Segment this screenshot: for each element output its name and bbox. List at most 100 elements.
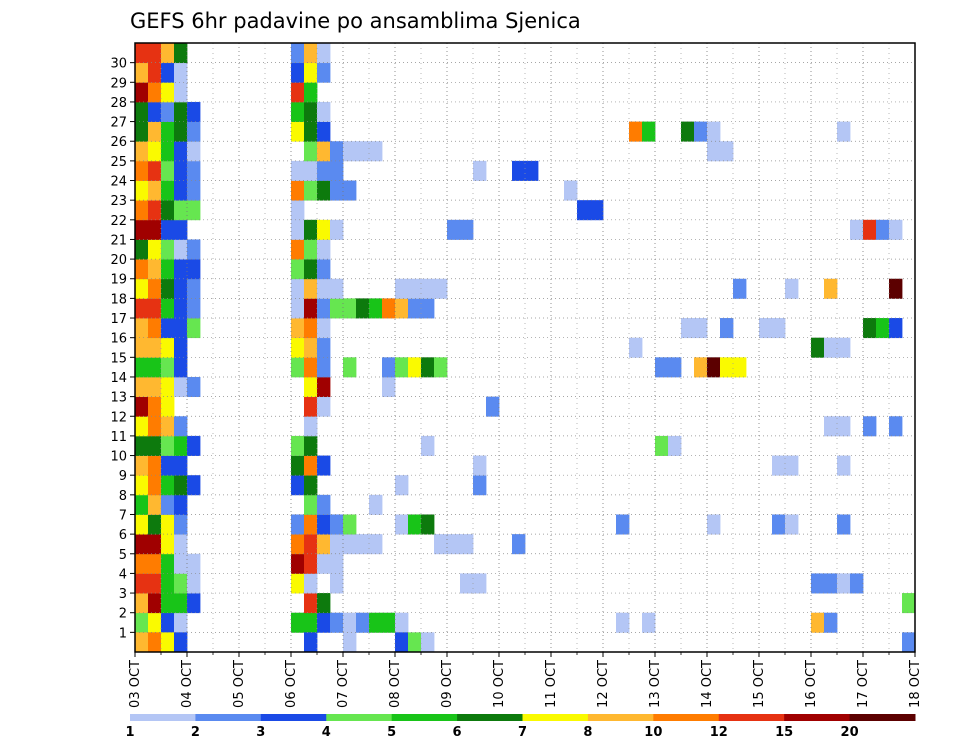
heatmap-cell-m10-t12 [291, 435, 305, 456]
heatmap-cell-m1-t16 [343, 612, 357, 633]
heatmap-cell-m26-t1 [148, 121, 162, 142]
heatmap-cell-m30-t3 [174, 43, 188, 64]
heatmap-cell-m18-t15 [330, 278, 344, 299]
heatmap-cell-m17-t14 [317, 298, 331, 319]
heatmap-cell-m8-t20 [395, 475, 409, 496]
heatmap-cell-m8-t0 [135, 475, 149, 496]
y-tick-label: 14 [110, 371, 127, 386]
heatmap-cell-m25-t16 [343, 141, 357, 162]
heatmap-cell-m24-t3 [174, 160, 188, 181]
heatmap-cell-m21-t2 [161, 219, 175, 240]
heatmap-cell-m22-t0 [135, 200, 149, 221]
heatmap-cell-m18-t14 [317, 278, 331, 299]
heatmap-cell-m18-t0 [135, 278, 149, 299]
heatmap-cell-m16-t4 [187, 318, 201, 339]
heatmap-cell-m21-t3 [174, 219, 188, 240]
colorbar-swatch-2 [195, 714, 262, 721]
heatmap-cell-m28-t3 [174, 82, 188, 103]
heatmap-cell-m4-t12 [291, 553, 305, 574]
heatmap-cell-m5-t29 [512, 534, 526, 555]
heatmap-cell-m19-t14 [317, 259, 331, 280]
colorbar: 1 2 3 4 5 6 7 8 10 12 15 20 [125, 714, 916, 740]
x-tick-label: 06 OCT [284, 660, 299, 708]
y-tick-label: 2 [119, 607, 127, 622]
heatmap-cell-m11-t53 [824, 416, 838, 437]
heatmap-cell-m16-t48 [759, 318, 773, 339]
heatmap-cell-m4-t3 [174, 553, 188, 574]
colorbar-swatch-6 [457, 714, 523, 721]
heatmap-cell-m4-t14 [317, 553, 331, 574]
heatmap-cell-m13-t2 [161, 376, 175, 398]
heatmap-cell-m13-t1 [148, 376, 162, 398]
x-tick-label: 11 OCT [544, 660, 559, 708]
heatmap-cell-m14-t41 [668, 357, 682, 378]
heatmap-cell-m16-t12 [291, 318, 305, 339]
heatmap-cell-m16-t56 [863, 318, 877, 339]
x-tick-label: 05 OCT [232, 660, 247, 708]
heatmap-cell-m16-t42 [681, 318, 695, 339]
heatmap-cell-m3-t13 [304, 573, 318, 594]
heatmap-cell-m16-t45 [720, 318, 734, 339]
heatmap-cell-m1-t0 [135, 612, 149, 633]
heatmap-cell-m14-t0 [135, 357, 149, 378]
heatmap-cell-m4-t4 [187, 553, 201, 574]
heatmap-cell-m2-t59 [902, 593, 916, 614]
heatmap-cell-m0-t16 [343, 632, 357, 653]
heatmap-cell-m14-t20 [395, 357, 409, 378]
y-axis-ticks: 1234567891011121314151617181920212223242… [110, 57, 135, 641]
heatmap-cell-m21-t24 [447, 219, 461, 240]
heatmap-cell-m2-t13 [304, 593, 318, 614]
y-tick-label: 17 [110, 312, 127, 327]
y-tick-label: 22 [110, 214, 127, 229]
heatmap-cell-m9-t13 [304, 455, 318, 476]
colorbar-label: 15 [775, 725, 793, 740]
heatmap-cell-m14-t12 [291, 357, 305, 378]
heatmap-cell-m3-t12 [291, 573, 305, 594]
colorbar-label: 20 [841, 725, 859, 740]
heatmap-cell-m5-t18 [369, 534, 383, 555]
heatmap-cell-m17-t0 [135, 298, 149, 319]
y-tick-label: 29 [110, 76, 127, 91]
heatmap-cell-m7-t18 [369, 494, 383, 515]
y-tick-label: 24 [110, 175, 127, 190]
heatmap-cell-m27-t2 [161, 101, 175, 122]
colorbar-label: 3 [256, 725, 265, 740]
colorbar-swatch-1 [130, 714, 196, 721]
heatmap-cell-m8-t13 [304, 475, 318, 496]
heatmap-cell-m11-t54 [837, 416, 851, 437]
heatmap-cell-m25-t44 [707, 141, 721, 162]
heatmap-cell-m2-t14 [317, 593, 331, 614]
heatmap-cell-m23-t16 [343, 180, 357, 201]
heatmap-cell-m25-t0 [135, 141, 149, 162]
y-tick-label: 13 [110, 391, 127, 406]
heatmap-cell-m17-t2 [161, 298, 175, 319]
heatmap-cell-m15-t54 [837, 337, 851, 358]
heatmap-cell-m1-t14 [317, 612, 331, 633]
heatmap-cell-m18-t50 [785, 278, 799, 299]
x-tick-label: 13 OCT [648, 660, 663, 708]
heatmap-cell-m11-t56 [863, 416, 877, 437]
heatmap-cell-m7-t1 [148, 494, 162, 515]
heatmap-cell-m27-t13 [304, 101, 318, 122]
heatmap-cell-m30-t0 [135, 43, 149, 64]
heatmap-cell-m9-t2 [161, 455, 175, 476]
heatmap-cell-m20-t1 [148, 239, 162, 260]
heatmap-cell-m15-t14 [317, 337, 331, 358]
colorbar-label: 4 [322, 725, 331, 740]
heatmap-cell-m15-t38 [629, 337, 643, 358]
heatmap-cell-m6-t14 [317, 514, 331, 535]
heatmap-cell-m24-t29 [512, 160, 526, 181]
heatmap-cell-m15-t13 [304, 337, 318, 358]
heatmap-cell-m25-t45 [720, 141, 734, 162]
colorbar-swatch-3 [260, 714, 327, 721]
heatmap-cell-m1-t15 [330, 612, 344, 633]
heatmap-cell-m16-t57 [876, 318, 890, 339]
x-tick-label: 03 OCT [128, 660, 143, 708]
heatmap-cell-m9-t12 [291, 455, 305, 476]
heatmap-cell-m1-t52 [811, 612, 825, 633]
y-tick-label: 26 [110, 135, 127, 150]
heatmap-cell-m18-t23 [434, 278, 448, 299]
heatmap-cell-m3-t54 [837, 573, 851, 594]
heatmap-cell-m26-t44 [707, 121, 721, 142]
colorbar-swatch-7 [522, 714, 589, 721]
